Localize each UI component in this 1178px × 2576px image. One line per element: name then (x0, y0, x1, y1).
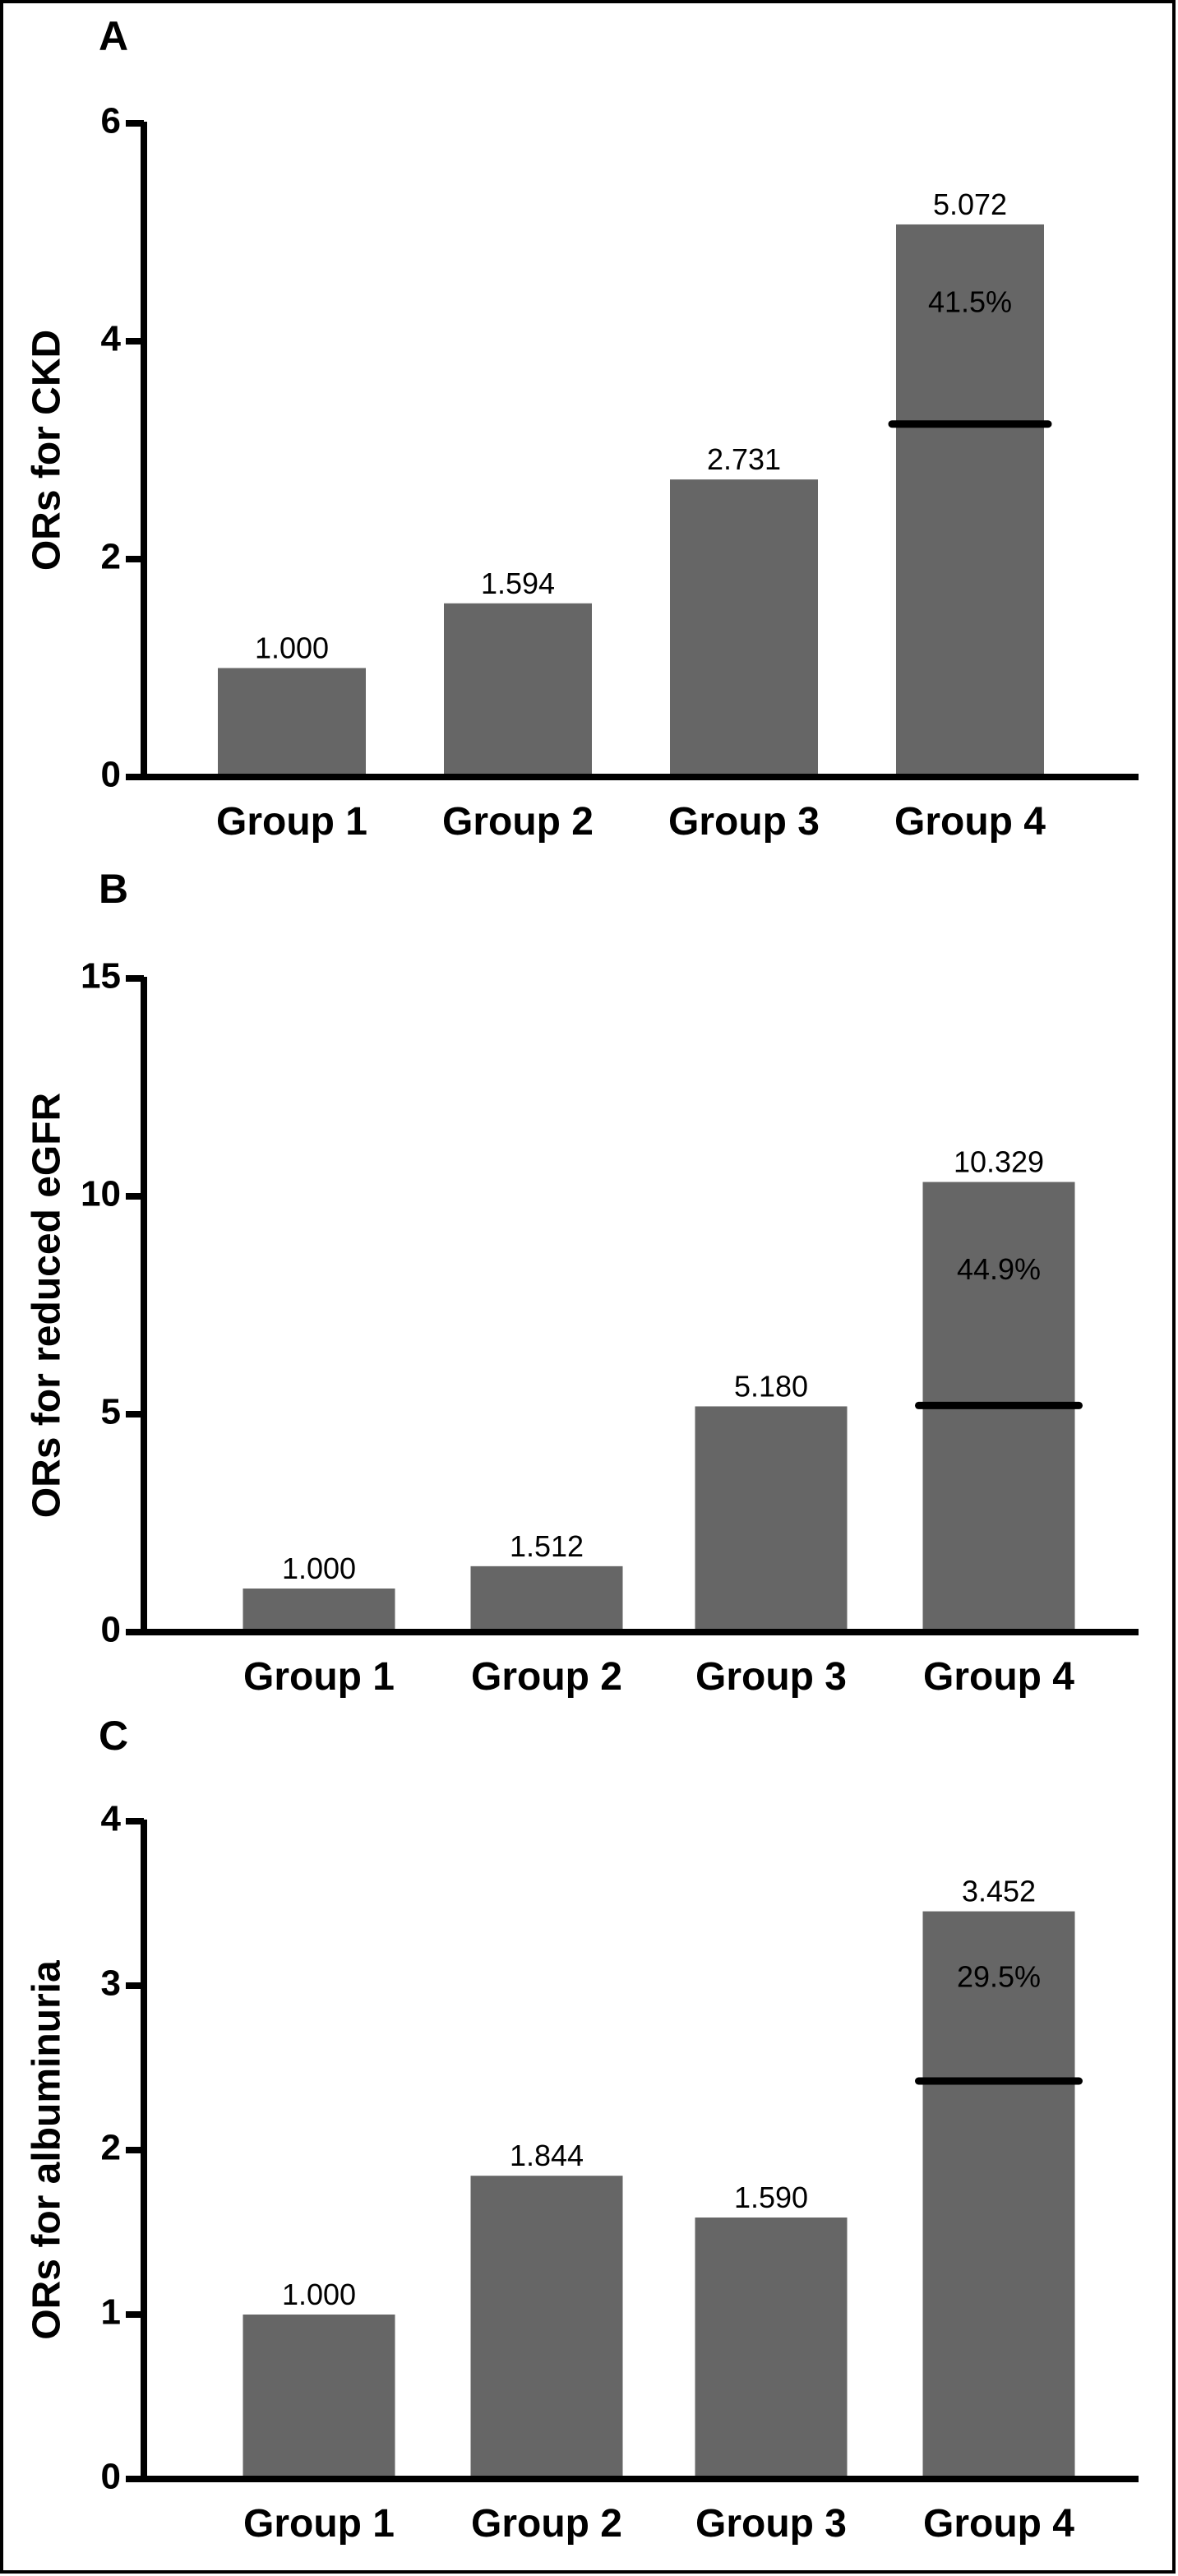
panel-c-percent-annotation: 29.5% (957, 1960, 1041, 1994)
panel-a-data-label-3: 2.731 (707, 442, 781, 476)
panel-a-x-tick-3: Group 3 (668, 800, 820, 844)
panel-b-data-label-2: 1.512 (510, 1529, 584, 1563)
panel-c-x-tick-3: Group 3 (695, 2502, 847, 2546)
panel-b-data-label-3: 5.180 (734, 1369, 808, 1403)
panel-a-bar-4 (896, 224, 1044, 778)
panel-b-y-tick-label-1: 5 (101, 1392, 121, 1432)
panel-b-percent-annotation: 44.9% (957, 1252, 1041, 1286)
panel-a-x-tick-2: Group 2 (442, 800, 594, 844)
panel-a-bar-2 (444, 603, 592, 777)
panel-a-y-axis-label: ORs for CKD (25, 330, 69, 571)
panel-a-x-tick-1: Group 1 (216, 800, 367, 844)
panel-a-data-label-4: 5.072 (933, 187, 1007, 221)
panel-c-x-tick-2: Group 2 (471, 2502, 622, 2546)
panel-a-y-tick-label-3: 6 (101, 101, 121, 141)
panel-b-x-tick-2: Group 2 (471, 1655, 622, 1699)
panel-c-data-label-2: 1.844 (510, 2139, 584, 2172)
panel-b-data-label-4: 10.329 (954, 1145, 1044, 1179)
panel-c-y-tick-label-1: 1 (101, 2292, 121, 2333)
panel-c-y-tick-label-2: 2 (101, 2128, 121, 2168)
panel-a-x-tick-4: Group 4 (894, 800, 1046, 844)
panel-c-y-tick-label-3: 3 (101, 1963, 121, 2004)
panel-b-bar-1 (243, 1589, 395, 1632)
panel-a-data-label-2: 1.594 (481, 567, 555, 600)
panel-b-bar-2 (470, 1565, 623, 1632)
panel-a-y-tick-label-0: 0 (101, 755, 121, 795)
panel-b-x-tick-4: Group 4 (923, 1655, 1074, 1699)
panel-b-y-tick-label-0: 0 (101, 1610, 121, 1650)
panel-b-y-tick-label-3: 15 (81, 956, 121, 997)
panel-c-x-tick-4: Group 4 (923, 2502, 1074, 2546)
panel-b-bar-3 (695, 1406, 848, 1632)
panel-c-y-tick-label-0: 0 (101, 2457, 121, 2497)
panel-c-bar-3 (695, 2218, 848, 2479)
panel-a-y-tick-label-2: 4 (101, 319, 122, 359)
panel-b-letter: B (99, 866, 128, 912)
panel-a-percent-annotation: 41.5% (928, 285, 1012, 319)
panel-b-y-tick-label-2: 10 (81, 1174, 121, 1214)
panel-c-y-tick-label-4: 4 (101, 1799, 122, 1839)
panel-a-letter: A (99, 13, 128, 59)
panel-c-y-axis-label: ORs for albuminuria (25, 1960, 69, 2340)
panel-b-y-axis-label: ORs for reduced eGFR (25, 1093, 69, 1518)
panel-c-bar-2 (470, 2176, 623, 2479)
panel-c-bar-4 (922, 1911, 1075, 2479)
panel-a-y-tick-label-1: 2 (101, 537, 121, 577)
panel-c-data-label-1: 1.000 (282, 2278, 356, 2311)
panel-c-data-label-3: 1.590 (734, 2181, 808, 2214)
panel-c-data-label-4: 3.452 (962, 1875, 1036, 1908)
panel-c-letter: C (99, 1713, 128, 1759)
panel-a-bar-1 (218, 668, 366, 777)
panel-b-data-label-1: 1.000 (282, 1552, 356, 1585)
panel-a-data-label-1: 1.000 (255, 631, 329, 665)
panel-c-bar-1 (243, 2315, 395, 2479)
panel-a-bar-3 (670, 479, 818, 777)
panel-b-x-tick-1: Group 1 (243, 1655, 395, 1699)
panel-b-x-tick-3: Group 3 (695, 1655, 847, 1699)
panel-c-x-tick-1: Group 1 (243, 2502, 395, 2546)
